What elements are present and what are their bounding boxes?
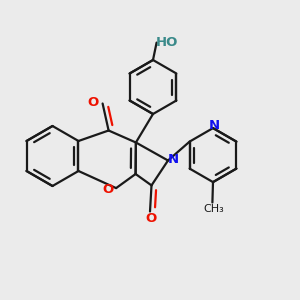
Text: CH₃: CH₃ [203, 204, 224, 214]
Text: N: N [209, 118, 220, 132]
Text: N: N [168, 153, 179, 167]
Text: O: O [87, 95, 99, 109]
Text: O: O [146, 212, 157, 226]
Text: HO: HO [155, 35, 178, 49]
Text: O: O [103, 183, 114, 196]
